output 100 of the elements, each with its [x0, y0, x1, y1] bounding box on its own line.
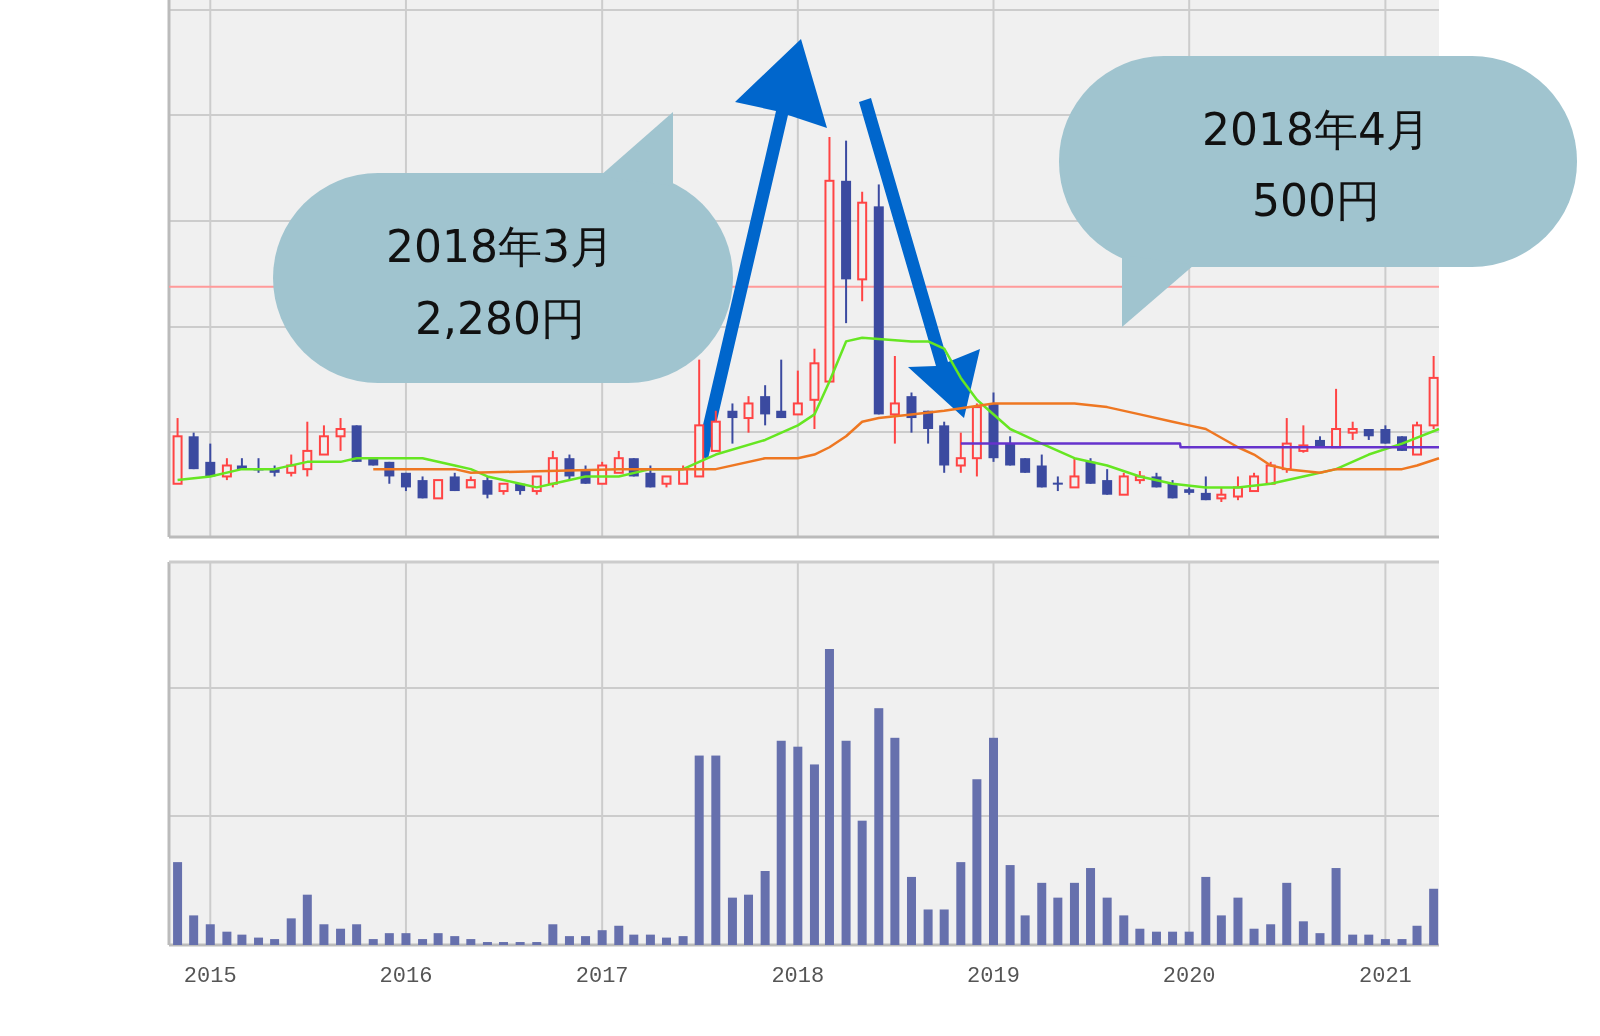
candlestick — [1331, 387, 1342, 449]
bar — [597, 930, 607, 945]
bar — [972, 779, 982, 945]
bar — [1397, 939, 1407, 945]
bar — [1151, 931, 1161, 945]
bar — [661, 937, 671, 945]
x-tick-label: 2018 — [771, 964, 825, 989]
bar — [368, 939, 378, 945]
bar — [466, 939, 476, 945]
bar — [433, 933, 443, 945]
bar — [1216, 915, 1226, 945]
bar — [989, 737, 999, 945]
bar — [286, 918, 296, 945]
candlestick — [482, 475, 493, 500]
candlestick — [433, 479, 444, 500]
bar — [744, 894, 754, 945]
bar — [205, 924, 215, 945]
bar — [270, 939, 280, 945]
x-tick-label: 2017 — [575, 964, 629, 989]
annotation: 2,280円 — [415, 293, 585, 344]
bar — [1168, 931, 1178, 945]
candlestick — [1005, 435, 1016, 467]
annotation: 2018年3月 — [386, 221, 614, 272]
candlestick — [792, 369, 803, 416]
bar — [890, 737, 900, 945]
bar — [760, 871, 770, 945]
bar — [1053, 897, 1063, 945]
bar — [1020, 915, 1030, 945]
bar — [482, 942, 492, 945]
bar — [515, 942, 525, 945]
bar — [711, 755, 721, 945]
bar — [401, 933, 411, 945]
bar — [1135, 928, 1145, 945]
bar — [1201, 876, 1211, 945]
bar — [1233, 897, 1243, 945]
bar — [384, 933, 394, 945]
bar — [824, 649, 834, 945]
bar — [450, 936, 460, 945]
bar — [629, 934, 639, 945]
bar — [1069, 882, 1079, 945]
x-tick-label: 2015 — [183, 964, 237, 989]
bar — [237, 934, 247, 945]
x-tick-label: 2019 — [967, 964, 1020, 989]
bar — [793, 746, 803, 945]
candlestick — [889, 355, 900, 445]
bar — [352, 924, 362, 945]
candlestick — [678, 464, 689, 485]
bar — [336, 928, 346, 945]
candlestick — [613, 449, 624, 474]
candlestick — [1069, 457, 1080, 489]
candlestick — [760, 384, 771, 427]
bar — [694, 755, 704, 945]
bar — [776, 740, 786, 945]
bar — [418, 939, 428, 945]
candlestick — [776, 358, 787, 420]
annotation: 2018年4月 — [1202, 104, 1430, 155]
bar — [645, 934, 655, 945]
bar — [1298, 921, 1308, 945]
bar — [581, 936, 591, 945]
bar — [1364, 934, 1374, 945]
bar — [1119, 915, 1129, 945]
bar — [173, 862, 183, 945]
bar — [809, 764, 819, 945]
bar — [1005, 865, 1015, 945]
bar — [1429, 888, 1439, 945]
bar — [1249, 928, 1259, 945]
bar — [1037, 882, 1047, 945]
bar — [564, 936, 574, 945]
bar — [727, 897, 737, 945]
bar — [189, 915, 199, 945]
bar — [548, 924, 558, 945]
candlestick — [1102, 468, 1113, 496]
bar — [1380, 939, 1390, 945]
bar — [1102, 897, 1112, 945]
bar — [1331, 868, 1341, 945]
bar — [1086, 868, 1096, 945]
bar — [1412, 925, 1422, 945]
bar — [1315, 933, 1325, 945]
candlestick — [318, 424, 329, 456]
candlestick — [335, 417, 346, 452]
candlestick — [1118, 471, 1129, 496]
bar — [222, 931, 232, 945]
bar — [499, 942, 509, 945]
bar — [906, 876, 916, 945]
bar — [302, 894, 312, 945]
bar — [939, 909, 949, 945]
bar — [254, 937, 264, 945]
bar — [956, 862, 966, 945]
candlestick — [1347, 420, 1358, 441]
candlestick — [743, 395, 754, 434]
x-tick-label: 2020 — [1162, 964, 1216, 989]
bar — [857, 820, 867, 945]
x-tick-label: 2016 — [379, 964, 433, 989]
bar — [1266, 924, 1276, 945]
bar — [1348, 934, 1358, 945]
x-tick-label: 2021 — [1358, 964, 1412, 989]
bar — [874, 708, 884, 945]
candlestick — [1036, 453, 1047, 489]
candlestick — [1085, 457, 1096, 485]
bar — [678, 936, 688, 945]
